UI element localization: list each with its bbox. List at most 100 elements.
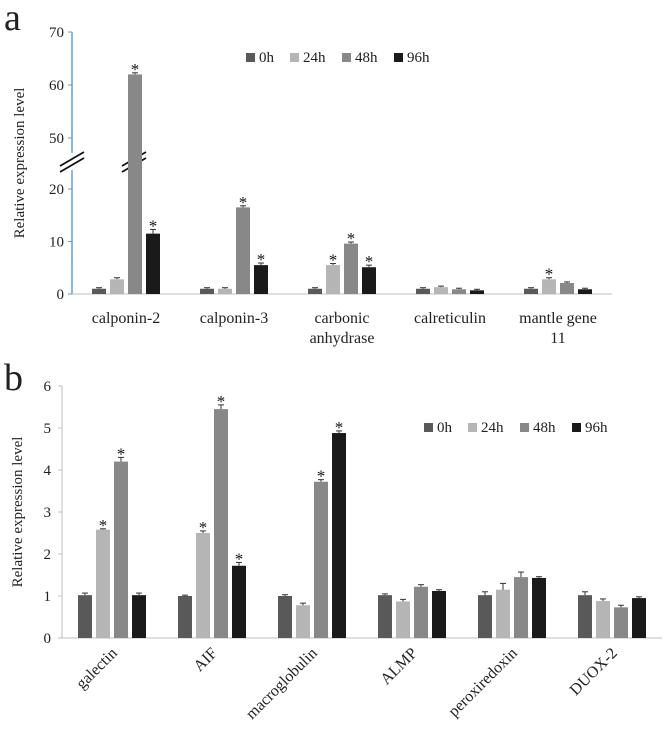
significance-mark: * [365, 252, 374, 271]
bar [296, 605, 310, 638]
significance-mark: * [239, 193, 248, 212]
legend-label: 48h [533, 420, 556, 436]
bar [532, 577, 546, 638]
x-tick-label: carbonic [314, 310, 369, 327]
bar [452, 289, 466, 294]
x-tick-label: 11 [550, 330, 565, 347]
significance-mark: * [117, 444, 126, 463]
bar [632, 598, 646, 638]
x-tick-label: anhydrase [310, 330, 375, 347]
y-tick-label: 50 [49, 131, 64, 147]
bar [362, 267, 376, 294]
bar [200, 288, 214, 294]
panel-b-letter: b [4, 357, 23, 399]
y-tick-label: 1 [44, 589, 52, 605]
significance-mark: * [347, 229, 356, 248]
bar [326, 265, 340, 294]
bar [196, 533, 210, 638]
significance-mark: * [317, 467, 326, 486]
x-tick-label: calreticulin [414, 310, 486, 327]
y-tick-label: 6 [44, 379, 52, 395]
legend-swatch [290, 53, 299, 62]
y-tick-label: 0 [44, 631, 52, 647]
y-tick-label: 20 [49, 182, 64, 198]
legend-label: 48h [355, 50, 378, 66]
y-axis-label: Relative expression level [12, 88, 28, 239]
bar [496, 589, 510, 638]
panel-a-letter: a [4, 0, 21, 39]
y-tick-label: 4 [44, 463, 52, 479]
y-tick-label: 10 [49, 235, 64, 251]
bar [332, 433, 346, 638]
legend-swatch [572, 423, 581, 432]
y-tick-label: 5 [44, 421, 52, 437]
bar [232, 565, 246, 638]
bar [110, 279, 124, 294]
y-tick-label: 70 [49, 25, 64, 41]
significance-mark: * [329, 251, 338, 270]
y-tick-label: 0 [57, 287, 65, 303]
legend-label: 96h [585, 420, 608, 436]
axis-break-mark [59, 157, 85, 173]
legend-swatch [246, 53, 255, 62]
bar [560, 282, 574, 294]
bar [434, 287, 448, 294]
x-tick-label: galectin [73, 645, 121, 693]
bar [218, 288, 232, 294]
legend-label: 24h [303, 50, 326, 66]
bar [478, 595, 492, 638]
bar [378, 595, 392, 638]
y-tick-label: 2 [44, 547, 52, 563]
bar [128, 74, 142, 295]
bar [396, 601, 410, 638]
y-tick-label: 60 [49, 78, 64, 94]
significance-mark: * [235, 549, 244, 568]
bar [146, 233, 160, 294]
bar [214, 409, 228, 638]
significance-mark: * [199, 518, 208, 537]
bar [96, 529, 110, 638]
bar [236, 207, 250, 294]
x-tick-label: macroglobulin [243, 645, 321, 723]
bar [542, 279, 556, 294]
significance-mark: * [257, 250, 266, 269]
axis-break-gap [58, 153, 86, 170]
x-tick-label: mantle gene [519, 310, 597, 327]
legend-swatch [342, 53, 351, 62]
panel-a-chart: 0 10 20 50 60 70 Relative expression level * * ca… [12, 25, 612, 347]
legend-label: 0h [437, 420, 453, 436]
bar [254, 265, 268, 294]
legend-swatch [424, 423, 433, 432]
legend-label: 0h [259, 50, 275, 66]
bar [414, 586, 428, 638]
bar [470, 290, 484, 294]
significance-mark: * [217, 392, 226, 411]
x-tick-label: peroxiredoxin [445, 645, 520, 720]
x-tick-label: AIF [191, 645, 221, 675]
bar [524, 288, 538, 294]
bar [308, 288, 322, 294]
legend-label: 96h [407, 50, 430, 66]
bar [78, 595, 92, 638]
significance-mark: * [149, 216, 158, 235]
legend-label: 24h [481, 420, 504, 436]
bar [596, 601, 610, 638]
bar [132, 595, 146, 638]
bar [514, 577, 528, 638]
x-tick-label: DUOX-2 [567, 645, 621, 699]
x-tick-label: calponin-3 [200, 310, 268, 327]
bar [278, 596, 292, 638]
bar [416, 288, 430, 294]
bar [92, 288, 106, 294]
axis-break-mark [59, 151, 85, 167]
bar [178, 596, 192, 638]
bar [578, 289, 592, 294]
bar [578, 595, 592, 638]
bar [314, 481, 328, 638]
legend-swatch [520, 423, 529, 432]
bar [432, 590, 446, 638]
significance-mark: * [131, 60, 140, 79]
y-tick-label: 3 [44, 505, 52, 521]
bar [344, 243, 358, 294]
